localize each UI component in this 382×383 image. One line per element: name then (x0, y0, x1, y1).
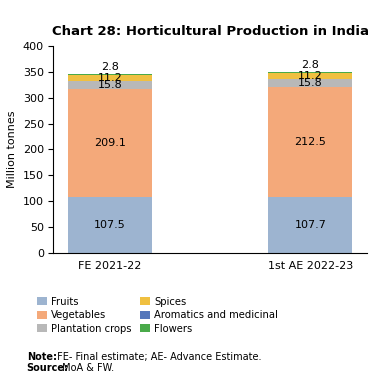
Text: 15.8: 15.8 (298, 78, 323, 88)
Bar (268, 72, 353, 73)
Text: Source:: Source: (27, 363, 69, 373)
Text: 2.8: 2.8 (301, 60, 319, 70)
Text: MoA & FW.: MoA & FW. (59, 363, 114, 373)
Text: 11.2: 11.2 (97, 73, 122, 83)
Bar (68, 89, 152, 197)
Text: 2.8: 2.8 (101, 62, 119, 72)
Title: Chart 28: Horticultural Production in India: Chart 28: Horticultural Production in In… (52, 25, 369, 38)
Text: Note:: Note: (27, 352, 57, 362)
Text: 11.2: 11.2 (298, 71, 323, 81)
Text: 107.7: 107.7 (295, 220, 326, 230)
Text: 209.1: 209.1 (94, 138, 126, 148)
Text: FE- Final estimate; AE- Advance Estimate.: FE- Final estimate; AE- Advance Estimate… (54, 352, 262, 362)
Bar (68, 197, 152, 253)
Y-axis label: Million tonnes: Million tonnes (7, 111, 17, 188)
Text: 212.5: 212.5 (295, 137, 326, 147)
Bar (268, 87, 353, 197)
Bar (268, 73, 353, 79)
Text: 15.8: 15.8 (97, 80, 122, 90)
Bar (68, 74, 152, 75)
Text: 107.5: 107.5 (94, 220, 126, 230)
Bar (68, 81, 152, 89)
Bar (268, 197, 353, 253)
Bar (68, 75, 152, 81)
Bar (268, 79, 353, 87)
Legend: Fruits, Vegetables, Plantation crops, Spices, Aromatics and medicinal, Flowers: Fruits, Vegetables, Plantation crops, Sp… (33, 293, 282, 338)
